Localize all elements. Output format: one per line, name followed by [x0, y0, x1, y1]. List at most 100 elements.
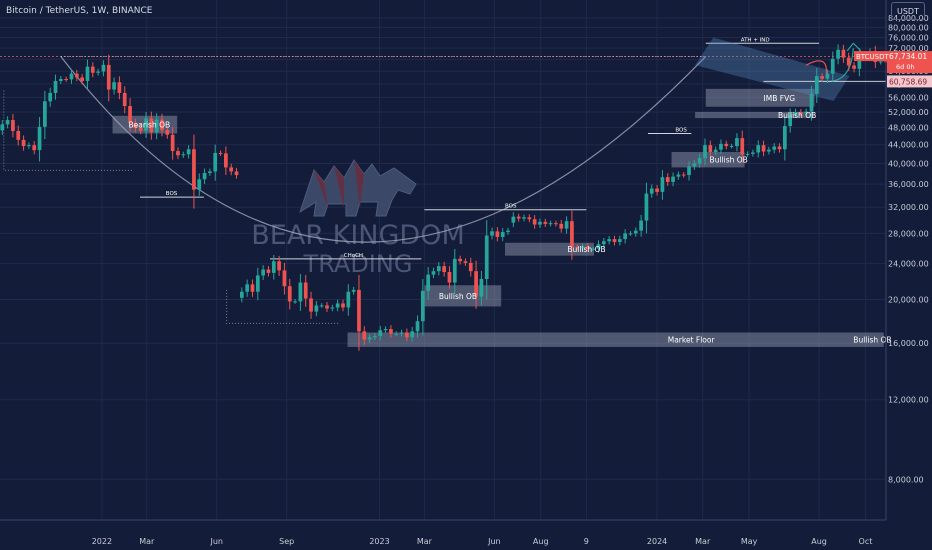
candle-body [367, 337, 372, 340]
candle [202, 168, 207, 184]
level-price-label: 60,758.69 [887, 75, 932, 88]
y-tick-label: 12,000.00 [888, 396, 929, 405]
candle [373, 333, 377, 340]
candle-body [37, 126, 42, 151]
grid-layer [0, 0, 886, 520]
time-axis[interactable]: 2022 Mar Jun Sep 2023 Mar Jun Aug 9 2024 Mar May Aug… [0, 519, 886, 546]
x-tick-label: 9 [584, 537, 589, 546]
x-tick-label: Mar [417, 537, 433, 546]
candle-body [846, 57, 851, 66]
y-tick-label: 84,000.00 [888, 14, 929, 23]
candle-body [633, 230, 638, 234]
candle-body [27, 145, 31, 147]
candle [495, 227, 500, 242]
candle [325, 302, 329, 312]
x-tick-label: Aug [533, 537, 549, 546]
candle [623, 229, 628, 244]
candle-body [506, 230, 510, 233]
candle-body [564, 221, 569, 229]
candle-body [117, 82, 122, 93]
candle [538, 218, 542, 228]
candle [378, 325, 383, 341]
candle-body [165, 130, 170, 135]
candle-body [181, 154, 186, 156]
candle [80, 73, 84, 85]
candle-body [570, 221, 574, 248]
candle [346, 284, 351, 316]
candle [64, 76, 69, 82]
candle [564, 216, 569, 234]
candle [772, 143, 777, 154]
candle [490, 227, 494, 240]
candle [362, 326, 367, 345]
candle [218, 150, 223, 156]
candle-body [160, 119, 164, 131]
candle [825, 69, 830, 83]
zone-box [695, 111, 814, 119]
candle-body [745, 153, 750, 155]
candle [798, 109, 803, 117]
candle [208, 168, 212, 176]
candle-body [373, 336, 377, 338]
candle [814, 68, 819, 104]
candle-body [516, 216, 521, 219]
candle-body [649, 188, 654, 194]
candle [777, 143, 782, 153]
candle [836, 44, 840, 65]
candle-body [330, 307, 335, 309]
candle-body [617, 239, 622, 243]
candle [756, 140, 761, 158]
candle-body [852, 65, 856, 69]
candle-body [681, 174, 686, 176]
annotation-label: BOS [675, 127, 687, 133]
candle-body [729, 146, 734, 148]
candle-body [420, 290, 425, 322]
candle-body [798, 111, 803, 114]
y-tick-label: 40,000.00 [888, 159, 929, 168]
candle-body [830, 58, 835, 74]
candle [591, 246, 596, 252]
candle-body [538, 221, 542, 225]
candle-body [106, 64, 111, 90]
candle-body [559, 223, 564, 229]
candle [692, 160, 697, 170]
y-tick-label: 28,000.00 [888, 229, 929, 238]
interval-label: 1W [86, 6, 106, 16]
candle [245, 279, 250, 297]
candle-body [548, 223, 553, 225]
candle [484, 220, 489, 300]
annotation-label: BOS [166, 191, 178, 197]
candle [586, 243, 590, 252]
candle [846, 52, 851, 71]
candle [601, 237, 606, 248]
candle [37, 117, 42, 162]
candle-body [607, 239, 612, 242]
candle [213, 144, 218, 181]
watermark-line-2: TRADING [303, 250, 413, 278]
candle-body [224, 153, 228, 168]
candle-body [660, 177, 665, 192]
candle [282, 262, 287, 295]
candle-body [436, 266, 441, 272]
candle-body [74, 73, 79, 78]
analysis-overlays [0, 37, 886, 347]
y-tick-label: 56,000.00 [888, 93, 929, 102]
price-tag-text: 67,734.01 [889, 52, 927, 61]
candle-body [676, 174, 681, 177]
candle-body [719, 143, 723, 150]
x-tick-label: Oct [859, 537, 873, 546]
candle-body [133, 122, 138, 129]
candle-body [591, 248, 596, 250]
candle [149, 111, 154, 140]
x-tick-label: May [741, 537, 758, 546]
candle-body [112, 82, 116, 90]
currency-button[interactable]: USDT [891, 2, 925, 20]
candle-body [0, 124, 5, 131]
candle-body [655, 188, 659, 192]
candle-body [788, 114, 793, 127]
candle-body [575, 247, 580, 249]
candle-body [154, 119, 159, 133]
candle-body [511, 216, 516, 223]
x-tick-label: 2023 [369, 537, 389, 546]
